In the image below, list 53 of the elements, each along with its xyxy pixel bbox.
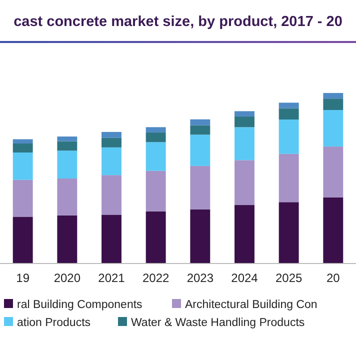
bar (234, 111, 254, 116)
chart-title: cast concrete market size, by product, 2017 - 20 (14, 14, 342, 30)
bar (278, 154, 299, 202)
bar (12, 139, 33, 144)
bar (146, 170, 166, 212)
bar (57, 150, 78, 179)
legend-label: ral Building Components (17, 299, 143, 311)
bar (102, 138, 122, 148)
bar (190, 134, 210, 166)
bar (190, 125, 210, 135)
bar (102, 214, 122, 263)
legend-label: Architectural Building Con (185, 299, 318, 311)
x-tick-label: 2024 (231, 271, 258, 285)
x-tick-label: 2020 (54, 271, 81, 285)
x-tick-label: 2022 (142, 271, 170, 285)
bar (102, 175, 122, 215)
bar (278, 102, 299, 108)
bar (146, 142, 166, 171)
x-tick-label: 2025 (275, 271, 302, 285)
bar (146, 211, 166, 263)
bar (323, 146, 344, 198)
bar (323, 98, 344, 110)
x-tick-label: 20 (326, 271, 340, 285)
bar (12, 216, 33, 263)
bar (57, 215, 78, 263)
bar (146, 132, 166, 142)
bar (190, 166, 210, 210)
bar (102, 132, 122, 138)
bar (57, 178, 78, 216)
bar (190, 209, 210, 263)
bar (278, 120, 299, 154)
bar (12, 180, 33, 217)
bar (323, 110, 344, 147)
x-tick-label: 2023 (186, 271, 214, 285)
bar (234, 160, 254, 206)
bar (323, 93, 344, 99)
bar (57, 136, 78, 142)
bar (190, 119, 210, 126)
bar (57, 141, 78, 151)
bar (234, 127, 254, 160)
bar (146, 127, 166, 132)
legend-label: ation Products (17, 317, 91, 329)
bar (102, 147, 122, 176)
bar (234, 116, 254, 128)
bar (12, 152, 33, 180)
x-tick-label: 19 (16, 271, 30, 285)
legend-label: Water & Waste Handling Products (131, 317, 305, 329)
bar (278, 202, 299, 263)
bar (234, 205, 254, 263)
bar (323, 197, 344, 263)
x-tick-label: 2021 (98, 271, 126, 285)
bar (278, 108, 299, 120)
bar (12, 143, 33, 152)
